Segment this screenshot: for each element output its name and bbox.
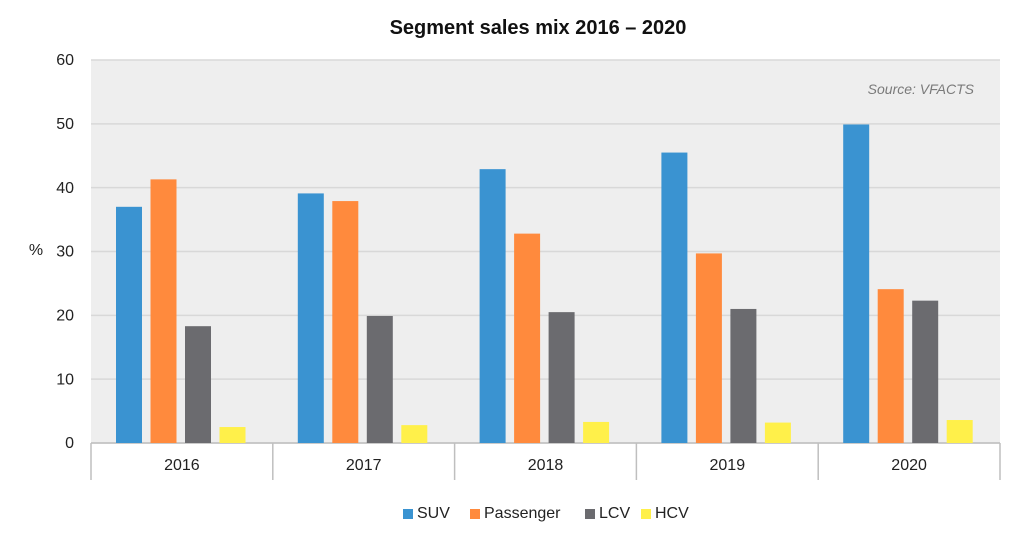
y-tick-label: 40: [56, 180, 74, 197]
legend-label-passenger: Passenger: [484, 505, 561, 522]
legend-label-hcv: HCV: [655, 505, 689, 522]
y-axis-label: %: [29, 242, 43, 259]
x-tick-label: 2020: [891, 457, 927, 474]
legend-swatch-lcv: [585, 509, 595, 519]
x-tick-label: 2017: [346, 457, 382, 474]
chart-title: Segment sales mix 2016 – 2020: [390, 17, 687, 39]
legend-label-suv: SUV: [417, 505, 450, 522]
legend-swatch-hcv: [641, 509, 651, 519]
bar-suv-2019: [661, 152, 688, 443]
bar-passenger-2017: [332, 201, 359, 443]
legend: SUV Passenger LCV HCV: [403, 505, 689, 522]
bar-lcv-2019: [730, 308, 757, 443]
bar-hcv-2018: [583, 421, 610, 443]
x-tick-label: 2019: [710, 457, 746, 474]
bar-suv-2018: [479, 169, 506, 443]
y-tick-label: 20: [56, 308, 74, 325]
bar-hcv-2016: [219, 427, 246, 443]
bar-passenger-2019: [695, 253, 722, 443]
y-tick-label: 0: [65, 435, 74, 452]
y-tick-label: 60: [56, 52, 74, 69]
x-tick-label: 2016: [164, 457, 200, 474]
bar-suv-2017: [297, 193, 324, 443]
bar-passenger-2016: [150, 179, 177, 443]
x-tick-label: 2018: [528, 457, 564, 474]
legend-label-lcv: LCV: [599, 505, 630, 522]
y-tick-label: 10: [56, 371, 74, 388]
bars: [116, 124, 973, 443]
bar-lcv-2017: [366, 315, 393, 443]
legend-swatch-passenger: [470, 509, 480, 519]
bar-lcv-2020: [912, 300, 939, 443]
source-note: Source: VFACTS: [868, 81, 975, 97]
y-tick-label: 50: [56, 116, 74, 133]
tick-labels: 0 10 20 30 40 50 60 2016 2017 2018 2019 2020: [56, 52, 927, 474]
bar-hcv-2020: [946, 420, 973, 443]
bar-lcv-2016: [185, 326, 211, 443]
y-tick-label: 30: [56, 244, 74, 261]
bar-lcv-2018: [548, 312, 575, 443]
bar-suv-2016: [116, 206, 142, 443]
bar-hcv-2017: [401, 425, 428, 443]
bar-hcv-2019: [764, 422, 791, 443]
bar-suv-2020: [843, 124, 870, 443]
legend-swatch-suv: [403, 509, 413, 519]
bar-passenger-2018: [514, 233, 541, 443]
bar-passenger-2020: [877, 289, 904, 443]
